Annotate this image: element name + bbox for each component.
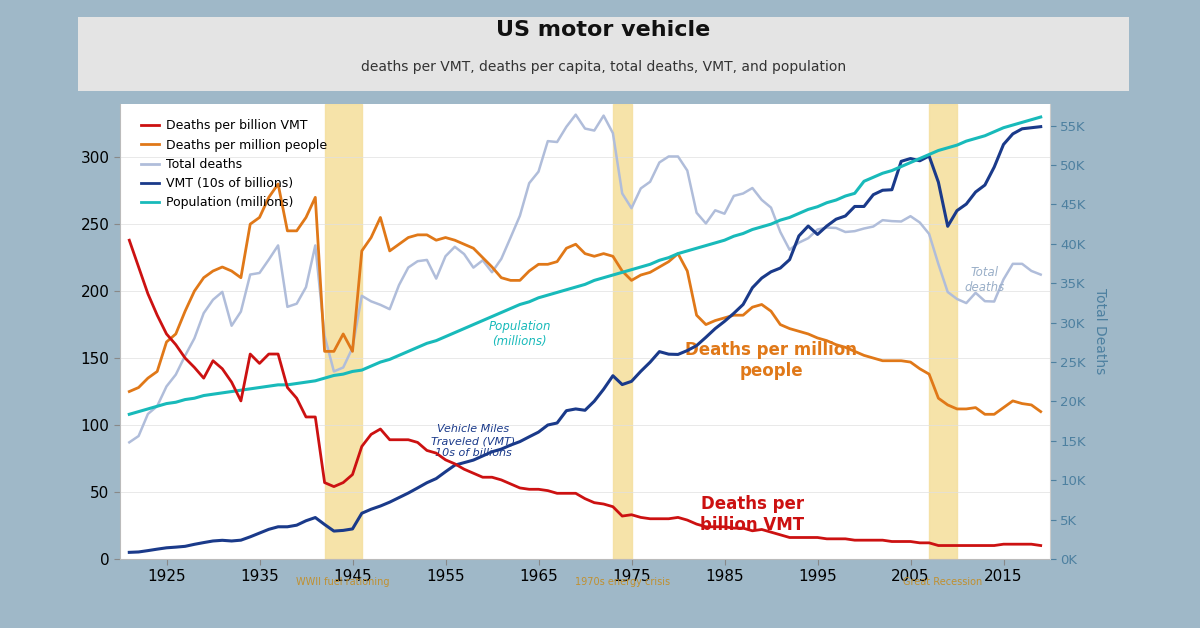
Text: Population
(millions): Population (millions): [488, 320, 551, 348]
Legend: Deaths per billion VMT, Deaths per million people, Total deaths, VMT (10s of bil: Deaths per billion VMT, Deaths per milli…: [136, 114, 331, 214]
Bar: [613, 104, 631, 559]
Text: Great Recession: Great Recession: [904, 577, 983, 587]
Bar: [929, 104, 958, 559]
Bar: [325, 104, 362, 559]
Text: Total
deaths: Total deaths: [965, 266, 1006, 295]
Text: WWII fuel rationing: WWII fuel rationing: [296, 577, 390, 587]
Text: 1970s energy crisis: 1970s energy crisis: [575, 577, 670, 587]
Y-axis label: Total Deaths: Total Deaths: [1093, 288, 1106, 374]
Text: US motor vehicle: US motor vehicle: [497, 20, 710, 40]
Text: Deaths per
billion VMT: Deaths per billion VMT: [701, 495, 804, 534]
Text: Vehicle Miles
Traveled (VMT)
10s of billions: Vehicle Miles Traveled (VMT) 10s of bill…: [431, 425, 516, 458]
Text: deaths per VMT, deaths per capita, total deaths, VMT, and population: deaths per VMT, deaths per capita, total…: [361, 60, 846, 74]
Text: Deaths per million
people: Deaths per million people: [685, 342, 857, 380]
